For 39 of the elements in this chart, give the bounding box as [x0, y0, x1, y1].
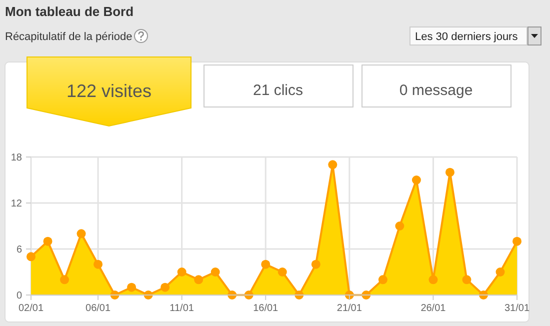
point — [210, 268, 220, 276]
point — [496, 268, 505, 276]
point — [127, 282, 136, 292]
point — [94, 260, 103, 269]
x-tick-label: 31/01 — [504, 303, 530, 314]
point — [311, 260, 320, 269]
point — [43, 236, 52, 246]
point — [76, 229, 86, 238]
y-tick-label: 12 — [10, 198, 22, 210]
point — [378, 275, 388, 284]
x-tick-label: 26/01 — [420, 303, 446, 314]
text: Les 30 derniers jours — [415, 31, 518, 43]
point — [462, 275, 472, 284]
text: 21 clics — [252, 82, 304, 99]
x-tick-label: 21/01 — [336, 303, 362, 314]
point — [160, 282, 170, 292]
text: 122 visites — [66, 81, 152, 101]
x-tick-label: 11/01 — [170, 303, 194, 314]
x-tick-label: 02/01 — [18, 303, 44, 314]
point — [512, 236, 522, 246]
chart-subtitle: Récapitulatif de la période — [5, 31, 132, 43]
point — [412, 176, 421, 184]
point — [395, 222, 404, 230]
point — [60, 275, 70, 284]
point — [278, 268, 287, 276]
chart-title: Mon tableau de Bord — [5, 4, 134, 19]
point — [194, 275, 204, 284]
y-tick-label: 18 — [10, 152, 22, 164]
x-tick-label: 16/01 — [253, 303, 279, 314]
point — [328, 160, 338, 170]
point — [177, 268, 186, 276]
point — [445, 168, 454, 177]
text: 0 message — [399, 82, 473, 99]
point — [261, 260, 270, 269]
y-tick-label: 0 — [16, 290, 22, 302]
point — [26, 252, 36, 262]
point — [428, 275, 438, 284]
y-tick-label: 6 — [16, 244, 22, 256]
x-tick-label: 06/01 — [86, 303, 111, 314]
